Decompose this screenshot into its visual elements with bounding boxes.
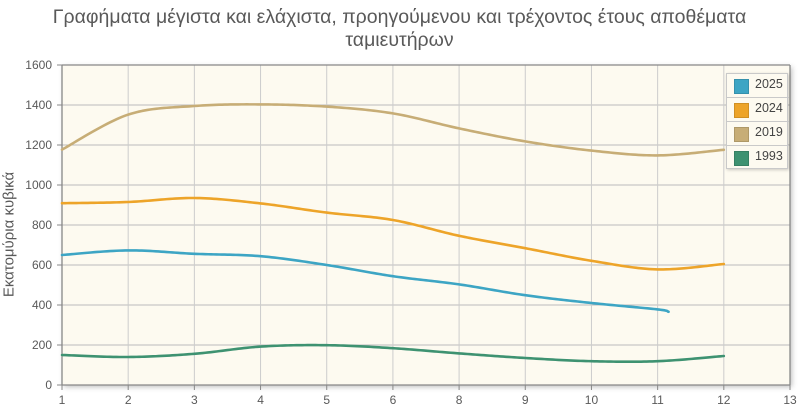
svg-text:1: 1 xyxy=(59,393,66,407)
svg-text:13: 13 xyxy=(783,393,797,407)
svg-text:1200: 1200 xyxy=(25,138,52,152)
svg-text:200: 200 xyxy=(32,338,52,352)
svg-text:1400: 1400 xyxy=(25,98,52,112)
svg-text:9: 9 xyxy=(522,393,529,407)
svg-text:5: 5 xyxy=(323,393,330,407)
svg-text:0: 0 xyxy=(45,378,52,392)
svg-text:400: 400 xyxy=(32,298,52,312)
svg-text:1600: 1600 xyxy=(25,58,52,72)
svg-text:6: 6 xyxy=(390,393,397,407)
svg-text:12: 12 xyxy=(717,393,731,407)
svg-text:3: 3 xyxy=(191,393,198,407)
svg-text:600: 600 xyxy=(32,258,52,272)
svg-text:1000: 1000 xyxy=(25,178,52,192)
svg-text:11: 11 xyxy=(651,393,664,407)
svg-text:2: 2 xyxy=(125,393,132,407)
svg-text:10: 10 xyxy=(585,393,599,407)
svg-text:4: 4 xyxy=(257,393,264,407)
svg-text:800: 800 xyxy=(32,218,52,232)
svg-text:8: 8 xyxy=(456,393,463,407)
